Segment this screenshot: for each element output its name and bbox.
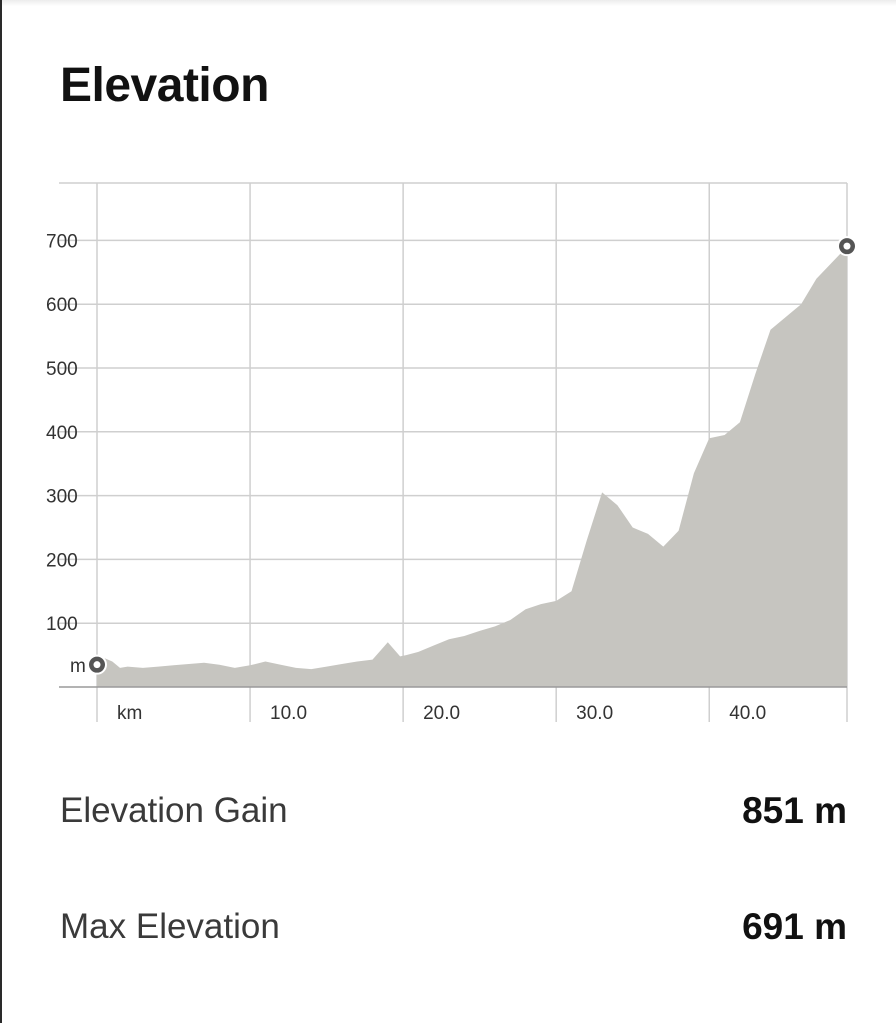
elevation-gain-label: Elevation Gain (60, 791, 288, 830)
elevation-chart: 100 200 300 400 500 600 700 km 10.0 20.0 30.0 40.0 m (46, 182, 857, 724)
x-tick-label: 20.0 (423, 703, 460, 724)
elevation-gain-row: Elevation Gain 851 m (60, 790, 847, 832)
x-tick-label: 40.0 (729, 703, 766, 724)
top-shade (0, 0, 896, 6)
elevation-area (97, 246, 847, 688)
elevation-gain-value: 851 m (742, 790, 847, 831)
y-tick-label: 400 (46, 423, 78, 444)
y-tick-label: 200 (46, 550, 78, 571)
end-marker-center (843, 242, 851, 250)
markers (87, 236, 857, 675)
y-tick-label: 500 (46, 359, 78, 380)
max-elevation-row: Max Elevation 691 m (60, 906, 847, 948)
left-border (0, 0, 2, 1023)
start-marker-center (93, 661, 101, 669)
y-tick-label: 300 (46, 487, 78, 508)
y-tick-label: 100 (46, 614, 78, 635)
y-unit-label: m (70, 656, 86, 677)
x-tick-label: 10.0 (270, 703, 307, 724)
tick-labels: 100 200 300 400 500 600 700 km 10.0 20.0 30.0 40.0 m (46, 231, 766, 724)
y-tick-label: 600 (46, 295, 78, 316)
max-elevation-value: 691 m (742, 906, 847, 947)
page-title: Elevation (60, 59, 269, 112)
max-elevation-label: Max Elevation (60, 907, 280, 946)
x-tick-label: km (117, 703, 142, 724)
x-tick-label: 30.0 (576, 703, 613, 724)
y-tick-label: 700 (46, 231, 78, 252)
